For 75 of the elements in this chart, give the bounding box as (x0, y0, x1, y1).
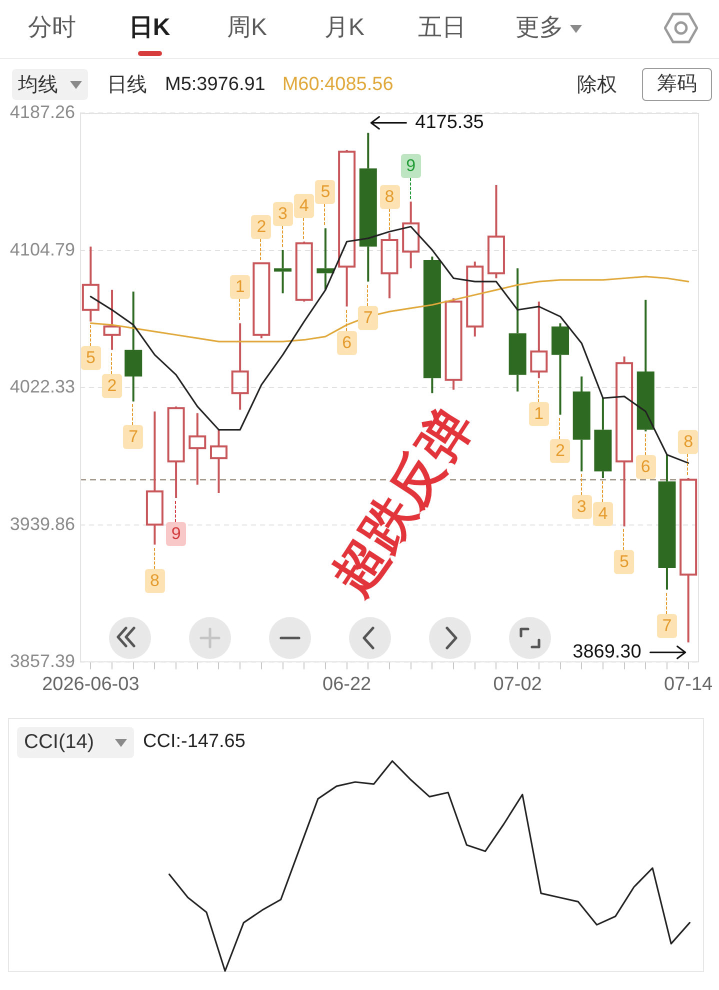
annotation: 2 (556, 440, 565, 462)
annotation: 3869.30 (572, 642, 642, 663)
candlestick (210, 428, 228, 494)
text: 分时 (28, 13, 76, 43)
y-tick-label: 4104.79 (10, 239, 75, 260)
x-tick-label: 2026-06-03 (42, 674, 140, 695)
candlestick (572, 375, 590, 472)
candlestick (188, 412, 206, 486)
text: 筹码 (657, 72, 697, 96)
annotation: 7 (128, 426, 138, 448)
candlestick (316, 227, 334, 291)
annotation: 1 (235, 276, 245, 298)
annotation: 5 (320, 181, 330, 204)
candlestick (594, 397, 612, 480)
candlestick (466, 260, 484, 338)
annotation: 5 (86, 346, 96, 369)
text: 除权 (577, 73, 617, 97)
candlestick (658, 454, 676, 591)
y-tick-label: 3939.86 (10, 514, 75, 534)
x-tick-label: 06-22 (322, 674, 372, 695)
text: 五日 (418, 13, 466, 43)
annotation: 3 (576, 496, 586, 518)
candlestick (274, 248, 292, 294)
candlestick (167, 405, 185, 500)
annotation: 超跌反弹 (321, 398, 484, 606)
annotation: 6 (342, 332, 352, 354)
annotation: 1 (534, 403, 544, 426)
x-tick-label: 07-14 (664, 674, 714, 695)
candlestick (359, 132, 377, 283)
candlestick (530, 300, 548, 380)
candlestick (146, 410, 164, 546)
text: 均线 (18, 73, 58, 97)
candlestick (124, 290, 142, 402)
text: M5:3976.91 (165, 73, 266, 97)
candlestick (487, 184, 505, 280)
candlestick (552, 322, 570, 416)
text: 更多 (516, 13, 564, 43)
text: M60:4085.56 (282, 73, 394, 97)
annotation: 5 (620, 551, 630, 574)
chart-title: CCI(14) (24, 730, 94, 754)
candlestick (380, 232, 398, 300)
candlestick (616, 356, 634, 528)
candlestick (444, 297, 462, 391)
candlestick (338, 149, 356, 308)
candlestick (103, 288, 121, 351)
annotation: 7 (363, 306, 373, 329)
annotation: 2 (256, 216, 266, 238)
annotation: 9 (406, 154, 416, 177)
annotation: 7 (662, 614, 672, 637)
annotation: 8 (150, 570, 160, 592)
annotation: 8 (684, 431, 694, 454)
annotation: 9 (171, 523, 181, 546)
candlestick (231, 322, 249, 411)
y-tick-label: 3857.39 (10, 651, 75, 672)
text: 月K (324, 13, 365, 43)
annotation: 4 (299, 194, 309, 217)
annotation: 8 (384, 186, 394, 208)
text: 周K (226, 13, 268, 43)
annotation: 4175.35 (415, 112, 484, 134)
text: 日K (128, 13, 170, 43)
text: 日线 (107, 73, 147, 97)
annotation: 4 (598, 503, 608, 526)
x-tick-label: 07-02 (493, 674, 542, 695)
annotation: 3 (278, 202, 288, 225)
candlestick (680, 477, 698, 644)
text: CCI:-147.65 (143, 730, 246, 754)
candlestick (636, 298, 654, 432)
candlestick (423, 256, 441, 394)
candlestick (82, 246, 100, 323)
annotation: 6 (640, 456, 650, 478)
candlestick (402, 200, 420, 270)
y-tick-label: 4187.26 (10, 102, 75, 122)
annotation: 2 (107, 374, 117, 397)
candlestick (508, 267, 526, 392)
y-tick-label: 4022.33 (10, 376, 75, 397)
